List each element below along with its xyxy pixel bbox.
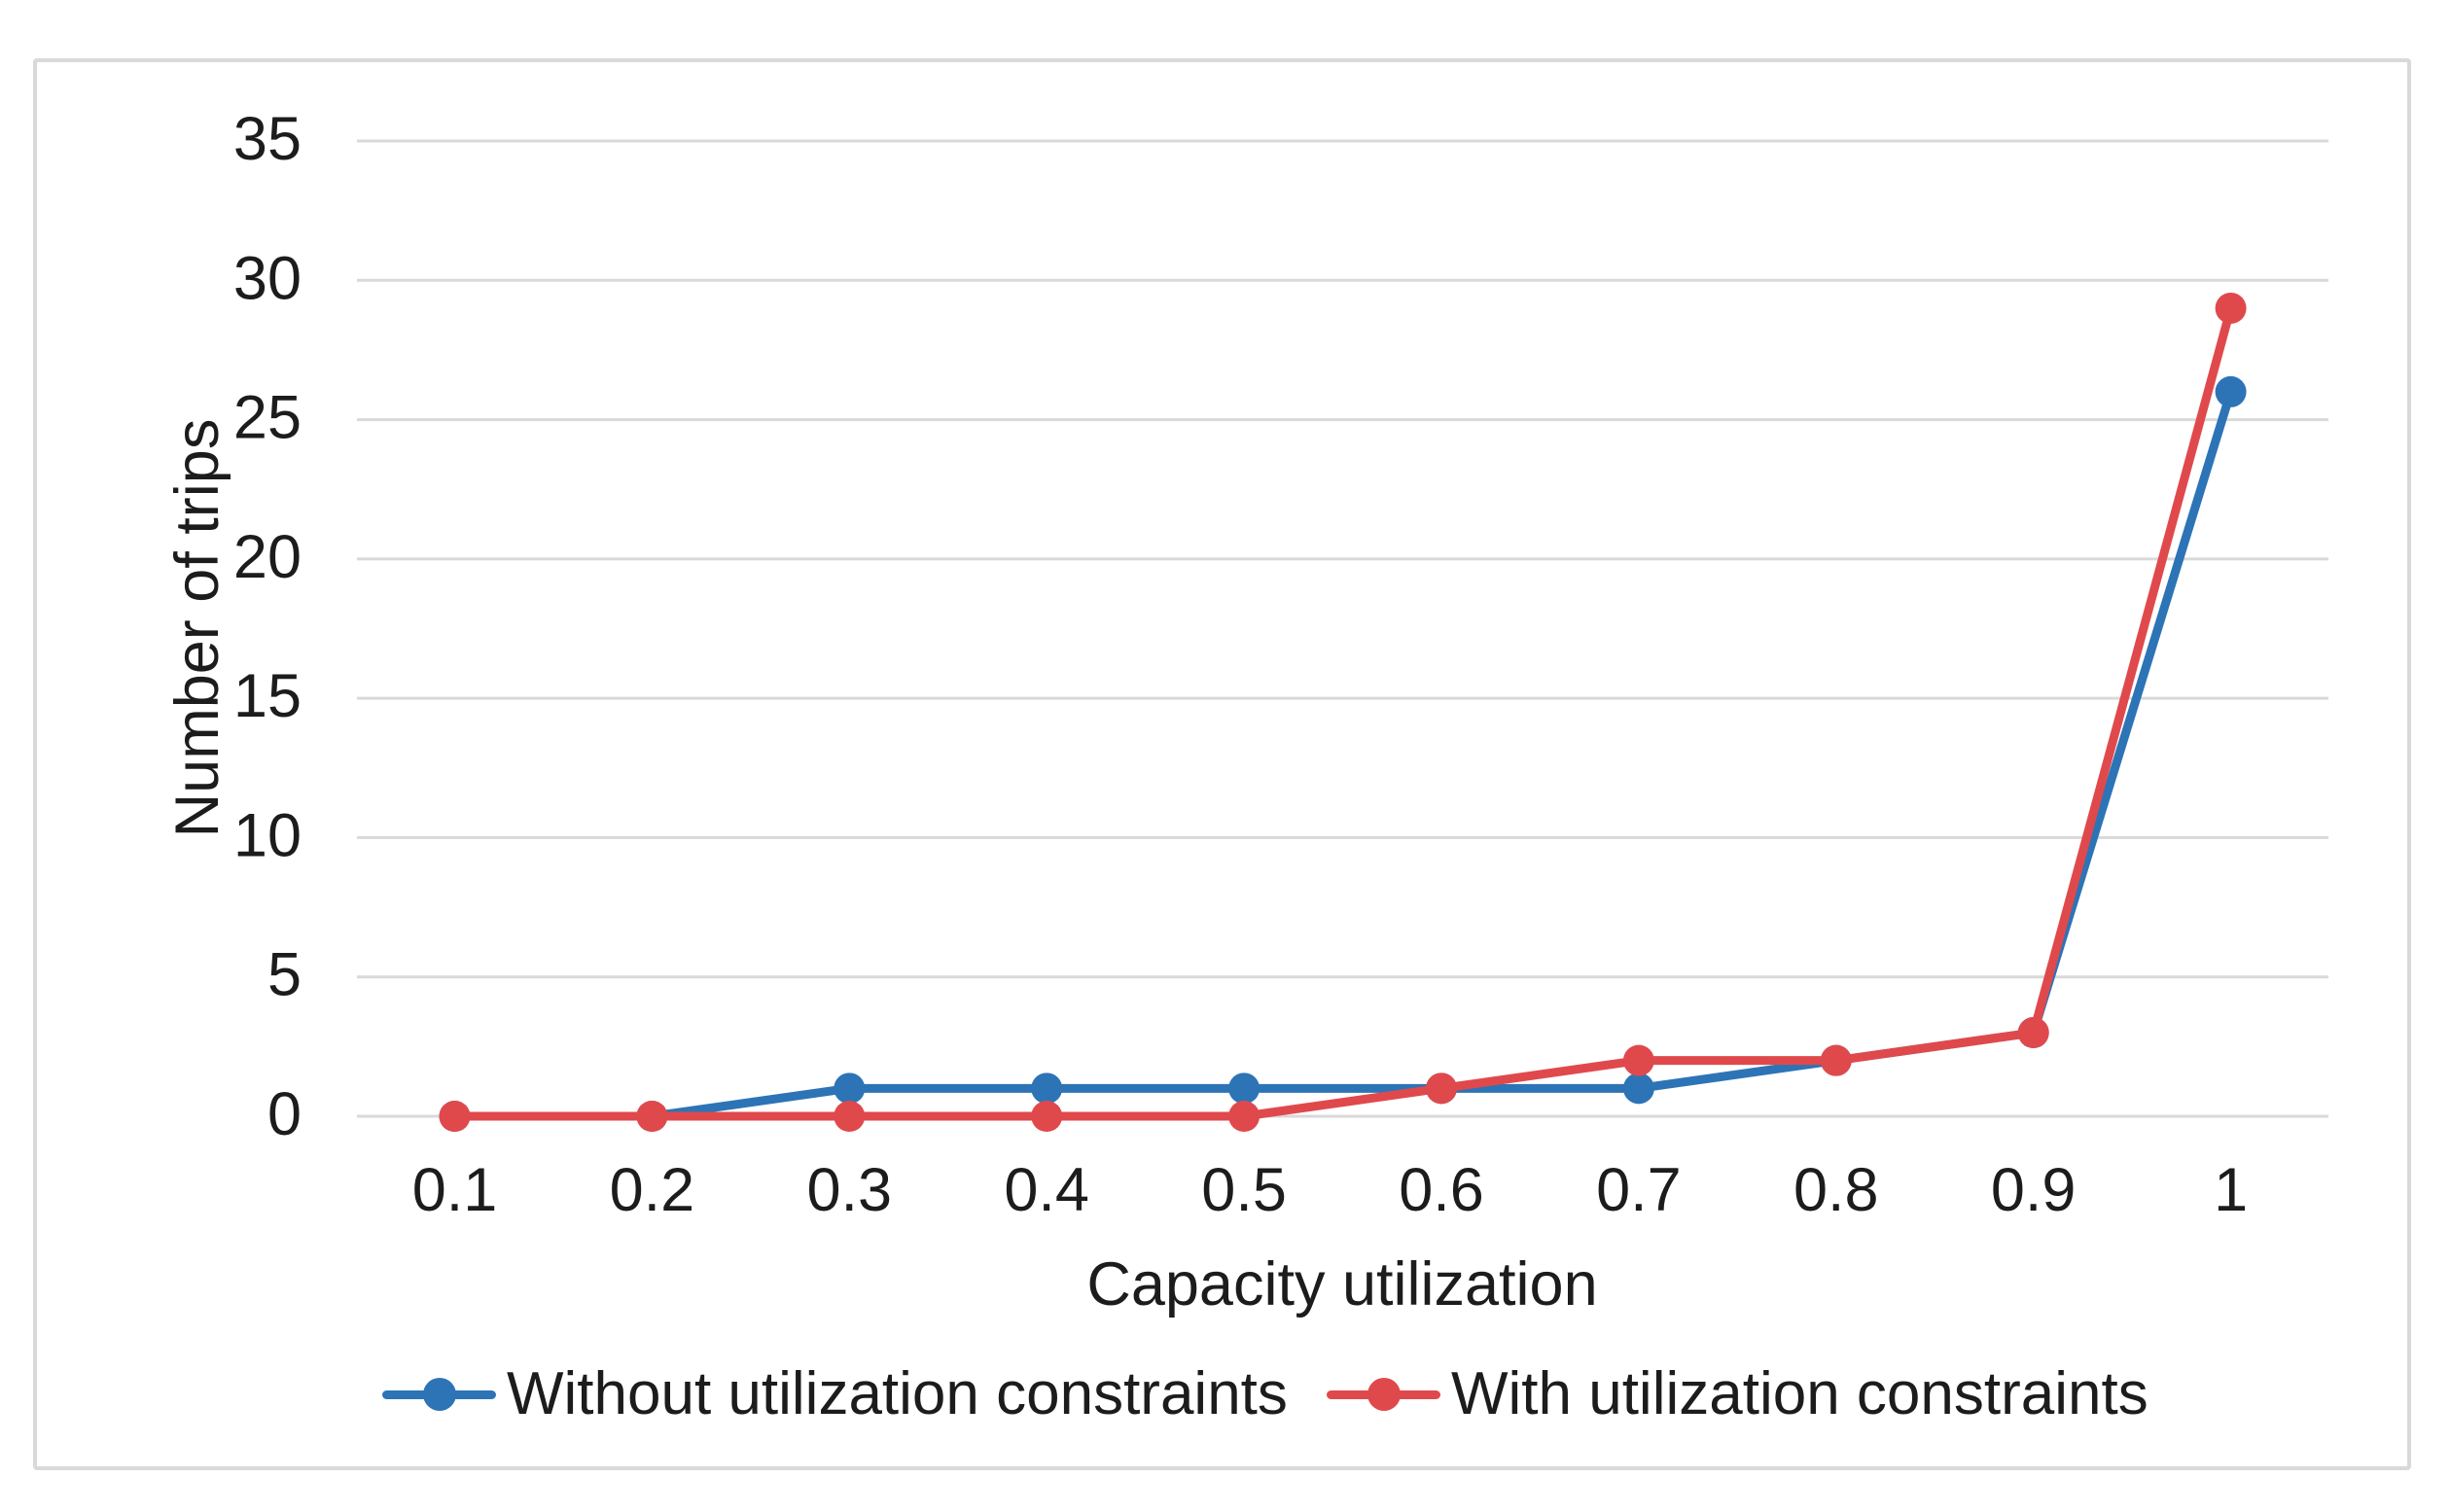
x-tick-label-0-7: 0.7 <box>1596 1156 1682 1224</box>
x-tick-label-0-5: 0.5 <box>1201 1156 1287 1224</box>
y-tick-label-15: 15 <box>233 662 302 730</box>
data-point-with-utilization-constraints-0.9 <box>2017 1017 2049 1049</box>
data-point-with-utilization-constraints-0.7 <box>1622 1044 1654 1076</box>
legend-item-with-constraints: With utilization constraints <box>1327 1361 2148 1427</box>
legend-label: With utilization constraints <box>1451 1360 2148 1427</box>
x-tick-label-0-4: 0.4 <box>1004 1156 1089 1224</box>
legend-marker-dot <box>423 1378 456 1411</box>
x-tick-label-0-8: 0.8 <box>1793 1156 1879 1224</box>
legend-line-marker-icon <box>382 1377 496 1412</box>
data-point-with-utilization-constraints-0.5 <box>1228 1101 1261 1132</box>
line-chart-plot: 0 5 10 15 20 25 30 35 0.1 0.2 0.3 0.4 0.5 0.6 0.7 0.8 0.… <box>163 105 2328 1319</box>
data-point-with-utilization-constraints-0.4 <box>1031 1101 1063 1132</box>
data-point-with-utilization-constraints-0.2 <box>636 1101 668 1132</box>
data-point-without-utilization-constraints-0.7 <box>1622 1072 1654 1105</box>
chart-frame: 0 5 10 15 20 25 30 35 0.1 0.2 0.3 0.4 0.5 0.6 0.7 0.8 0.… <box>33 58 2411 1470</box>
data-point-without-utilization-constraints-0.5 <box>1228 1072 1261 1105</box>
series-line-without-utilization-constraints <box>450 387 2236 1121</box>
legend-label: Without utilization constraints <box>507 1360 1288 1427</box>
y-tick-label-0: 0 <box>267 1080 302 1148</box>
x-tick-label-0-9: 0.9 <box>1991 1156 2077 1224</box>
data-point-with-utilization-constraints-1 <box>2215 292 2247 324</box>
data-point-with-utilization-constraints-0.8 <box>1820 1044 1852 1076</box>
x-tick-label-0-2: 0.2 <box>610 1156 695 1224</box>
data-point-without-utilization-constraints-0.3 <box>834 1072 866 1105</box>
data-point-without-utilization-constraints-1 <box>2215 375 2247 407</box>
y-tick-label-35: 35 <box>233 105 302 173</box>
y-tick-label-30: 30 <box>233 244 302 312</box>
y-tick-label-25: 25 <box>233 384 302 452</box>
data-point-with-utilization-constraints-0.3 <box>834 1101 866 1132</box>
data-point-with-utilization-constraints-0.1 <box>439 1101 471 1132</box>
series-line-with-utilization-constraints <box>450 303 2236 1121</box>
data-point-with-utilization-constraints-0.6 <box>1426 1072 1457 1105</box>
legend-item-without-constraints: Without utilization constraints <box>382 1361 1288 1427</box>
y-tick-label-5: 5 <box>267 941 302 1009</box>
legend-line-marker-icon <box>1327 1377 1440 1412</box>
x-tick-label-0-1: 0.1 <box>412 1156 498 1224</box>
legend-marker-dot <box>1367 1378 1401 1411</box>
x-axis-title: Capacity utilization <box>1086 1250 1597 1319</box>
y-axis-title: Number of trips <box>163 419 231 838</box>
x-tick-label-1: 1 <box>2214 1156 2248 1224</box>
y-tick-label-10: 10 <box>233 801 302 869</box>
x-tick-label-0-3: 0.3 <box>807 1156 893 1224</box>
x-tick-label-0-6: 0.6 <box>1399 1156 1484 1224</box>
y-tick-label-20: 20 <box>233 523 302 591</box>
data-point-without-utilization-constraints-0.4 <box>1031 1072 1063 1105</box>
